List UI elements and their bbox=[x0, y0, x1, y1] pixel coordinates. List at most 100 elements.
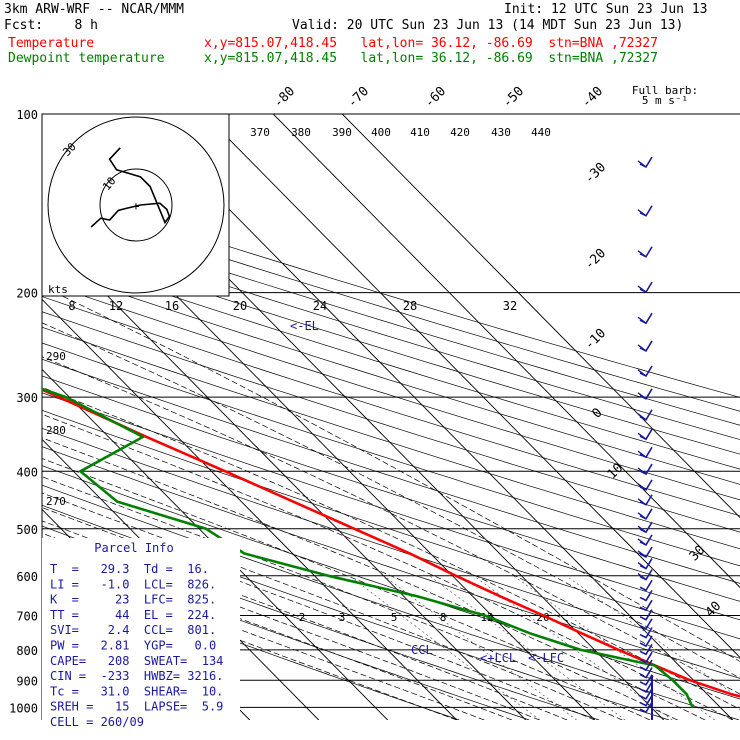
parcel-info-row: PW = 2.81 YGP= 0.0 bbox=[50, 639, 216, 653]
wind-barb bbox=[639, 463, 653, 476]
parcel-info-row: CELL = 260/09 bbox=[50, 715, 144, 729]
wind-barb bbox=[639, 312, 653, 325]
wind-barb-flag bbox=[637, 316, 647, 324]
dry-adiabat bbox=[42, 409, 740, 640]
init-time: Init: 12 UTC Sun 23 Jun 13 bbox=[504, 2, 708, 17]
isotherm-label: -80 bbox=[271, 84, 298, 111]
isotherm-label: 0 bbox=[589, 405, 605, 421]
wind-barb-flag bbox=[637, 483, 647, 491]
el-marker: <-EL bbox=[290, 319, 319, 333]
dry-adiabat bbox=[42, 326, 740, 550]
wind-barb-flag bbox=[637, 392, 647, 400]
theta-label: 410 bbox=[410, 126, 430, 139]
legend-dewpoint: Dewpoint temperature bbox=[8, 51, 165, 66]
isotherm-label: -20 bbox=[582, 246, 609, 273]
legend-temperature-location: x,y=815.07,418.45 lat,lon= 36.12, -86.69… bbox=[204, 36, 658, 51]
theta-label: 430 bbox=[491, 126, 511, 139]
wind-barb bbox=[639, 534, 653, 546]
dry-adiabat bbox=[42, 267, 740, 485]
dry-adiabat bbox=[42, 446, 740, 679]
dry-adiabat bbox=[42, 225, 740, 440]
lfc-marker: <-LFC bbox=[528, 651, 564, 665]
isotherm-label: -10 bbox=[582, 326, 609, 353]
dry-adiabat bbox=[42, 281, 740, 501]
isotherm-label: -70 bbox=[345, 84, 372, 111]
wind-barb bbox=[639, 508, 653, 520]
mixing-ratio-label: 2 bbox=[299, 611, 306, 624]
ccl-marker: CCL bbox=[411, 643, 433, 657]
chart-grid bbox=[42, 114, 740, 720]
isotherm-label: 30 bbox=[687, 543, 709, 565]
mixing-ratio-label: 28 bbox=[403, 299, 417, 313]
wind-barb-flag bbox=[637, 538, 647, 546]
wind-barb-flag bbox=[637, 498, 647, 506]
isotherm-line bbox=[42, 368, 389, 720]
wind-barb bbox=[639, 599, 653, 612]
parcel-info-bg bbox=[42, 538, 240, 720]
wind-barb bbox=[639, 409, 653, 421]
wind-barb bbox=[639, 651, 653, 664]
wind-barb-flag bbox=[637, 573, 647, 581]
dry-adiabat bbox=[42, 296, 740, 517]
wind-barb bbox=[639, 618, 653, 630]
wind-barb bbox=[639, 701, 653, 714]
parcel-info-row: T = 29.3 Td = 16. bbox=[50, 562, 209, 576]
wind-barb-flag bbox=[637, 344, 647, 352]
wind-barb bbox=[639, 281, 653, 294]
barb-key-units: 5 m s⁻¹ bbox=[642, 94, 688, 107]
wind-barb bbox=[639, 521, 653, 534]
isotherm-label: -60 bbox=[422, 84, 449, 111]
parcel-info-row: SVI= 2.4 CCL= 801. bbox=[50, 623, 216, 637]
wind-barb-flag bbox=[637, 285, 647, 293]
barb-key-title: Full barb: bbox=[632, 84, 698, 97]
theta-label: 280 bbox=[46, 424, 66, 437]
hodograph-trace bbox=[90, 147, 171, 228]
wind-barb-flag bbox=[637, 250, 647, 258]
pressure-label-200: 200 bbox=[16, 287, 38, 301]
wind-barb-flag bbox=[637, 413, 647, 421]
moist-adiabat bbox=[42, 565, 457, 720]
lcl-marker: <+LCL bbox=[480, 651, 516, 665]
moist-adiabat bbox=[42, 492, 623, 720]
mixing-ratio-line bbox=[383, 575, 577, 720]
mixing-ratio-label: 24 bbox=[313, 299, 327, 313]
parcel-info-row: K = 23 LFC= 825. bbox=[50, 593, 216, 607]
isotherm-label: 40 bbox=[703, 599, 725, 621]
dry-adiabat bbox=[42, 569, 460, 720]
theta-label: 290 bbox=[46, 350, 66, 363]
dry-adiabat bbox=[42, 427, 740, 659]
parcel-info-title: Parcel Info bbox=[94, 541, 173, 555]
temperature-profile bbox=[42, 388, 740, 698]
moist-adiabat bbox=[42, 476, 651, 720]
moist-adiabat bbox=[42, 356, 740, 695]
mixing-ratio-label: 5 bbox=[391, 611, 398, 624]
theta-label: 420 bbox=[450, 126, 470, 139]
mixing-ratio-label: 16 bbox=[165, 299, 179, 313]
mixing-ratio-label: 8 bbox=[68, 299, 75, 313]
dry-adiabat bbox=[42, 484, 740, 720]
dry-adiabat bbox=[42, 198, 740, 412]
wind-barb-flag bbox=[637, 209, 647, 217]
parcel-info-row: LI = -1.0 LCL= 826. bbox=[50, 577, 216, 591]
wind-barb bbox=[639, 643, 653, 656]
wind-barb bbox=[639, 688, 653, 700]
dry-adiabat bbox=[42, 358, 740, 584]
dry-adiabat bbox=[42, 212, 740, 426]
hodograph-units: kts bbox=[48, 283, 68, 296]
legend-dewpoint-location: x,y=815.07,418.45 lat,lon= 36.12, -86.69… bbox=[204, 51, 658, 66]
wind-barb bbox=[639, 579, 653, 592]
pressure-label-600: 600 bbox=[16, 570, 38, 584]
hodograph-ring-inner bbox=[99, 168, 173, 242]
wind-barb bbox=[639, 340, 653, 352]
pressure-label-1000: 1000 bbox=[9, 701, 38, 715]
wind-barb bbox=[639, 156, 653, 169]
pressure-label-400: 400 bbox=[16, 465, 38, 479]
parcel-info-row: SREH = 15 LAPSE= 5.9 bbox=[50, 700, 223, 714]
dry-adiabat bbox=[42, 375, 740, 602]
wind-barb-flag bbox=[637, 550, 647, 558]
parcel-info-row: CIN = -233 HWBZ= 3216. bbox=[50, 669, 223, 683]
parcel-info-row: CAPE= 208 SWEAT= 134 bbox=[50, 654, 223, 668]
wind-barb bbox=[639, 479, 653, 491]
